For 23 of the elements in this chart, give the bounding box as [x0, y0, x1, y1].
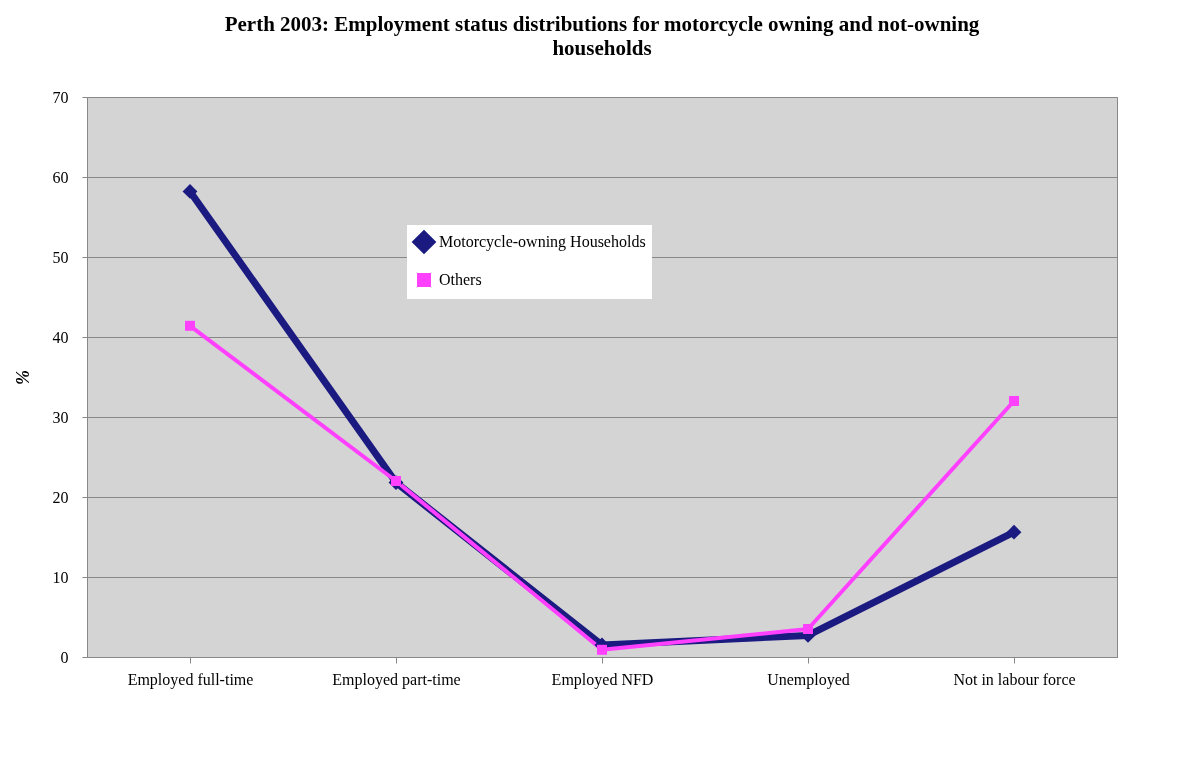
legend-label: Others [439, 271, 482, 288]
x-tick-label: Unemployed [767, 670, 850, 689]
y-tick-label: 60 [52, 168, 69, 186]
point [182, 183, 198, 199]
y-tick-label: 10 [52, 568, 69, 586]
y-tick-label: 70 [52, 88, 69, 106]
point [185, 320, 195, 331]
chart-title: Perth 2003: Employment status distributions for motorcycle owning and not-owning households [224, 12, 980, 60]
x-tick-label: Employed NFD [551, 670, 654, 689]
y-tick-label: 30 [52, 408, 69, 426]
x-tick-label: Employed part-time [332, 670, 461, 689]
y-axis-title: % [12, 370, 33, 385]
legend-label: Motorcycle-owning Households [439, 233, 646, 251]
point [1006, 524, 1022, 540]
point [597, 644, 607, 655]
y-tick-label: 20 [52, 488, 69, 506]
x-tick-label: Employed full-time [127, 670, 254, 689]
y-tick-label: 0 [60, 648, 69, 666]
y-tick-label: 40 [52, 328, 69, 346]
x-tick-label: Not in labour force [953, 670, 1076, 688]
y-tick-label: 50 [52, 248, 69, 266]
point [803, 624, 813, 634]
point [1009, 396, 1019, 406]
